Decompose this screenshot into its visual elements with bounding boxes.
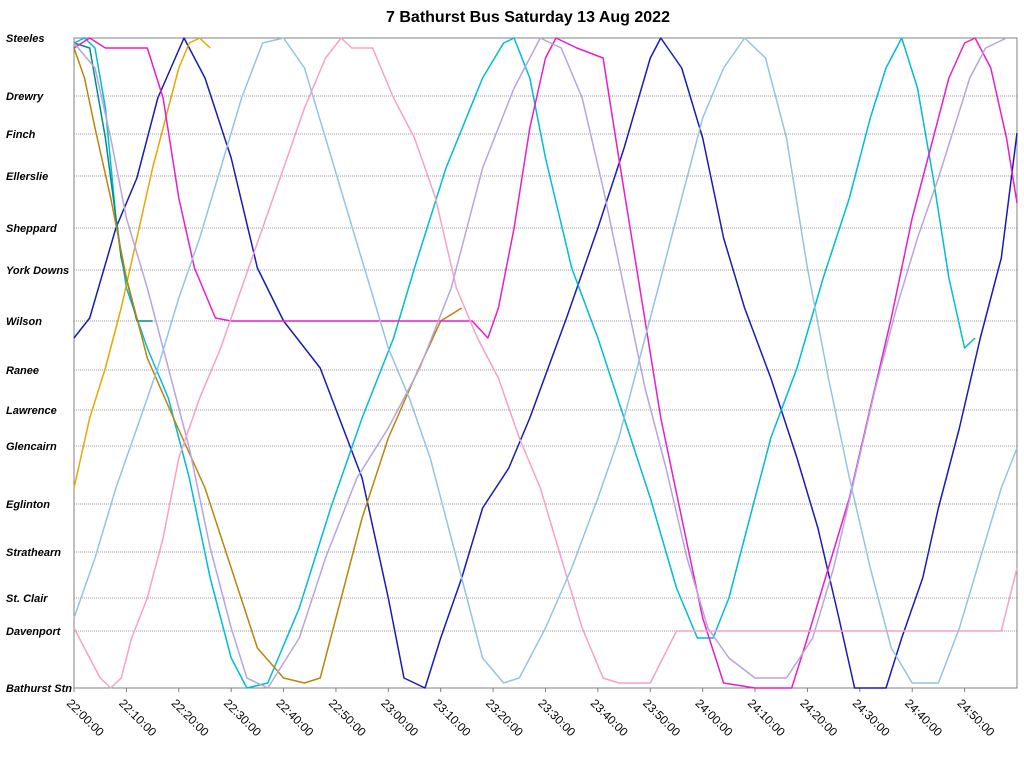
stop-label: York Downs [6, 265, 69, 277]
stop-label: Glencairn [6, 441, 57, 453]
stop-label: Sheppard [6, 223, 57, 235]
bus-trip-line-8 [73, 37, 1018, 689]
time-tick-label: 22:10:00 [116, 696, 159, 739]
bus-trip-line-3 [73, 42, 153, 322]
y-axis-stop-labels: Steeles Drewry Finch Ellerslie Sheppard York … [6, 33, 72, 695]
chart-title: 7 Bathurst Bus Saturday 13 Aug 2022 [386, 9, 670, 26]
time-tick-label: 22:20:00 [169, 696, 212, 739]
bus-trip-lines [73, 37, 1018, 689]
time-tick-label: 22:40:00 [273, 696, 316, 739]
stop-label: St. Clair [6, 593, 48, 605]
bus-trip-line-5 [73, 47, 463, 684]
stop-label: Drewry [6, 91, 44, 103]
bus-trip-line-2 [73, 37, 976, 689]
stop-label: Bathurst Stn [6, 683, 72, 695]
stop-label: Steeles [6, 33, 45, 45]
stop-label: Davenport [6, 626, 62, 638]
time-tick-label: 22:50:00 [326, 696, 369, 739]
stop-label: Ranee [6, 365, 39, 377]
bus-trip-line-7 [73, 37, 1007, 689]
time-tick-label: 23:50:00 [640, 696, 683, 739]
time-tick-label: 22:30:00 [221, 696, 264, 739]
gridlines [74, 95, 1017, 632]
stop-label: Strathearn [6, 547, 61, 559]
time-tick-label: 24:20:00 [797, 696, 840, 739]
time-tick-label: 22:00:00 [64, 696, 107, 739]
stop-label: Eglinton [6, 499, 50, 511]
time-tick-label: 23:30:00 [535, 696, 578, 739]
time-tick-label: 24:10:00 [745, 696, 788, 739]
time-tick-label: 24:00:00 [693, 696, 736, 739]
time-tick-label: 23:00:00 [378, 696, 421, 739]
bus-trip-line-1 [73, 37, 1018, 689]
time-tick-label: 24:30:00 [850, 696, 893, 739]
time-tick-label: 24:40:00 [902, 696, 945, 739]
stop-label: Lawrence [6, 405, 57, 417]
time-tick-label: 23:20:00 [483, 696, 526, 739]
bus-trip-line-4 [73, 37, 211, 489]
time-tick-label: 24:50:00 [954, 696, 997, 739]
time-tick-label: 23:10:00 [431, 696, 474, 739]
x-axis-time-labels: 22:00:00 22:10:00 22:20:00 22:30:00 22:40:00… [64, 688, 998, 739]
time-tick-label: 23:40:00 [588, 696, 631, 739]
bus-trip-line-6 [73, 37, 1018, 689]
stop-label: Wilson [6, 316, 42, 328]
bus-trip-line-9 [73, 37, 1018, 684]
stop-label: Ellerslie [6, 171, 48, 183]
stop-label: Finch [6, 129, 36, 141]
